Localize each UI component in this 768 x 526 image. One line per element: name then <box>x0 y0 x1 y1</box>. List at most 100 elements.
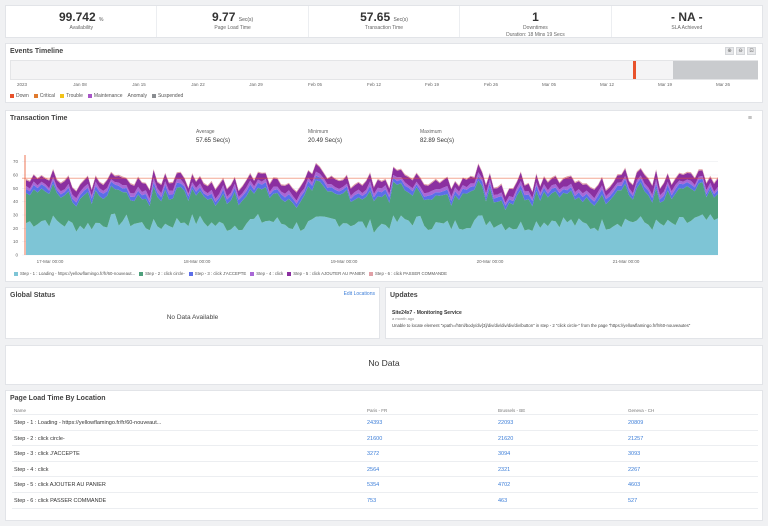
timeline-tick: Feb 26 <box>483 82 499 87</box>
kpi-value: 57.65 <box>360 10 391 24</box>
step-name: Step - 2 : click circle- <box>14 435 65 442</box>
legend-item-step-6[interactable]: Step - 6 : click PASSER COMMANDE <box>369 271 447 276</box>
chart-legend: Step - 1 : Loading - https://yellowflami… <box>14 271 447 276</box>
column-header[interactable]: Name <box>14 408 27 413</box>
cell-value[interactable]: 24393 <box>367 420 383 426</box>
cell-value[interactable]: 527 <box>628 497 638 504</box>
column-header[interactable]: Paris - FR <box>367 408 388 413</box>
zoom-out-icon[interactable]: ⊖ <box>736 47 745 55</box>
update-message: Unable to locate element "xpath=/html/bo… <box>392 323 691 328</box>
timeline-track[interactable] <box>10 60 758 80</box>
timeline-down-event[interactable] <box>633 61 636 79</box>
kpi-sub: Duration: 18 Mins 19 Secs <box>506 32 565 38</box>
global-status-panel: Global Status Edit Locations No Data Ava… <box>5 287 380 339</box>
y-tick-label: 20 <box>13 226 19 231</box>
timeline-suspended-range[interactable] <box>673 61 758 79</box>
legend-label: Maintenance <box>93 93 123 99</box>
step-name: Step - 6 : click PASSER COMMANDE <box>14 497 107 504</box>
timeline-axis: 2023 Jan 08 Jan 15 Jan 22 Jan 29 Feb 05 … <box>10 82 758 90</box>
cell-value[interactable]: 20809 <box>628 420 644 426</box>
transaction-time-panel: Transaction Time ≡ Average 57.65 Sec(s) … <box>5 110 763 282</box>
cell-value[interactable]: 2267 <box>628 466 641 473</box>
transaction-area-chart[interactable]: 0 10 20 30 40 50 60 70 17-Mar 00:00 18-Mar 00:00 1… <box>6 151 764 271</box>
step-name: Step - 5 : click AJOUTER AU PANIER <box>14 482 106 489</box>
cell-value[interactable]: 3094 <box>498 451 511 458</box>
legend-label: Suspended <box>157 93 184 99</box>
kpi-label: Downtimes <box>523 25 548 31</box>
legend-item-trouble[interactable]: Trouble <box>60 93 83 99</box>
legend-item-step-1[interactable]: Step - 1 : Loading - https://yellowflami… <box>14 271 135 276</box>
legend-item-step-2[interactable]: Step - 2 : click circle- <box>139 271 185 276</box>
section-title: Updates <box>390 292 418 299</box>
legend-label: Anomaly <box>127 93 147 99</box>
series-area-step-6[interactable] <box>26 162 718 197</box>
legend-item-maintenance[interactable]: Maintenance <box>87 93 123 99</box>
table-row: Step - 2 : click circle- 21600 21620 212… <box>12 431 758 447</box>
kpi-transaction-time: 57.65 Sec(s) Transaction Time <box>309 6 461 37</box>
kpi-summary-bar: 99.742 % Availability 9.77 Sec(s) Page L… <box>5 5 763 38</box>
legend-item-anomaly[interactable]: Anomaly <box>128 93 147 99</box>
column-header[interactable]: Brussels - BE <box>498 408 526 413</box>
cell-value[interactable]: 2321 <box>498 466 511 473</box>
series-area-step-4[interactable] <box>26 171 718 206</box>
cell-value[interactable]: 3272 <box>367 451 380 458</box>
legend-item-step-4[interactable]: Step - 4 : click <box>250 271 283 276</box>
cell-value[interactable]: 21620 <box>498 435 514 442</box>
stat-label: Average <box>196 129 215 135</box>
update-timestamp: a month ago <box>392 316 415 321</box>
cell-value[interactable]: 22093 <box>498 420 514 426</box>
page-load-table: Name Paris - FR Brussels - BE Geneva - C… <box>12 407 758 509</box>
table-row: Step - 5 : click AJOUTER AU PANIER 5354 … <box>12 477 758 493</box>
table-row: Step - 6 : click PASSER COMMANDE 753 463… <box>12 493 758 509</box>
legend-label: Step - 1 : Loading - https://yellowflami… <box>20 271 136 276</box>
legend-swatch <box>60 94 65 98</box>
cell-value[interactable]: 4702 <box>498 482 511 489</box>
series-area-step-2[interactable] <box>26 180 718 233</box>
legend-swatch <box>10 94 14 98</box>
legend-item-down[interactable]: Down <box>10 93 29 99</box>
cell-value[interactable]: 21257 <box>628 435 644 442</box>
events-legend: Down Critical Trouble Maintenance Anomal… <box>10 93 183 99</box>
hamburger-menu-icon[interactable]: ≡ <box>747 115 752 122</box>
section-title: Global Status <box>10 292 56 299</box>
legend-swatch <box>369 271 373 276</box>
legend-label: Step - 6 : click PASSER COMMANDE <box>375 271 448 276</box>
updates-panel: Updates Site24x7 - Monitoring Service a … <box>385 287 763 339</box>
table-row: Step - 4 : click 2564 2321 2267 <box>12 462 758 478</box>
series-area-step-5[interactable] <box>26 163 718 203</box>
section-title: Events Timeline <box>10 48 64 55</box>
zoom-reset-icon[interactable]: ⊡ <box>747 47 756 55</box>
x-tick-label: 20-Mar 00:00 <box>477 259 504 264</box>
edit-locations-link[interactable]: Edit Locations <box>343 291 375 297</box>
cell-value[interactable]: 3093 <box>628 451 641 458</box>
timeline-tick: Mar 12 <box>599 82 615 87</box>
y-tick-label: 30 <box>13 213 19 218</box>
timeline-tick: Mar 19 <box>657 82 673 87</box>
table-row: Step - 1 : Loading - https://yellowflami… <box>12 415 758 431</box>
cell-value[interactable]: 753 <box>367 497 377 504</box>
y-tick-label: 70 <box>13 159 19 164</box>
legend-item-critical[interactable]: Critical <box>33 93 55 99</box>
section-title: Page Load Time By Location <box>10 395 106 402</box>
legend-item-suspended[interactable]: Suspended <box>151 93 184 99</box>
y-tick-label: 40 <box>13 199 19 204</box>
legend-item-step-3[interactable]: Step - 3 : click J'ACCEPTE <box>188 271 246 276</box>
column-header[interactable]: Geneva - CH <box>628 408 655 413</box>
stat-maximum: Maximum 82.89 Sec(s) <box>420 129 454 144</box>
cell-value[interactable]: 463 <box>498 497 508 504</box>
cell-value[interactable]: 21600 <box>367 435 383 442</box>
cell-value[interactable]: 5354 <box>367 482 380 489</box>
cell-value[interactable]: 4603 <box>628 482 641 489</box>
kpi-availability: 99.742 % Availability <box>6 6 158 37</box>
legend-item-step-5[interactable]: Step - 5 : click AJOUTER AU PANIER <box>287 271 365 276</box>
cell-value[interactable]: 2564 <box>367 466 380 473</box>
table-row: Step - 3 : click J'ACCEPTE 3272 3094 309… <box>12 446 758 462</box>
timeline-tick: Jan 29 <box>249 82 263 87</box>
series-area-step-1[interactable] <box>26 213 718 255</box>
page-load-by-location-panel: Page Load Time By Location Name Paris - … <box>5 390 763 521</box>
timeline-tick: 2023 <box>16 82 28 87</box>
zoom-in-icon[interactable]: ⊕ <box>725 47 734 55</box>
legend-label: Down <box>16 93 29 99</box>
kpi-downtimes[interactable]: 1 Downtimes Duration: 18 Mins 19 Secs <box>460 6 612 38</box>
series-area-step-3[interactable] <box>26 175 718 210</box>
